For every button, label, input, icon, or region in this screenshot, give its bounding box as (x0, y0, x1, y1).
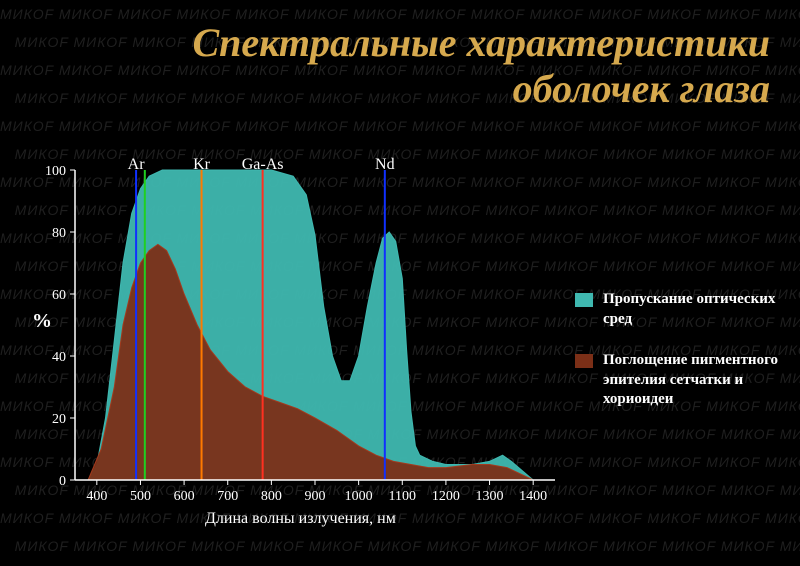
laser-line-label: Nd (375, 156, 395, 174)
svg-text:500: 500 (130, 489, 151, 504)
svg-text:400: 400 (86, 489, 107, 504)
legend-label: Пропускание оптических сред (603, 290, 795, 329)
legend-swatch (575, 293, 593, 307)
laser-line-label: Ga-As (242, 156, 284, 174)
svg-text:1200: 1200 (432, 489, 460, 504)
x-axis-label: Длина волны излучения, нм (205, 510, 396, 528)
svg-text:60: 60 (52, 288, 66, 303)
laser-line-label: Kr (193, 156, 210, 174)
legend-label: Поглощение пигментного эпителия сетчатки… (603, 351, 795, 410)
y-axis-label: % (32, 310, 52, 333)
title-line-1: Спектральные характеристики (193, 20, 771, 66)
svg-text:700: 700 (217, 489, 238, 504)
svg-text:80: 80 (52, 226, 66, 241)
legend-item-absorption: Поглощение пигментного эпителия сетчатки… (575, 351, 795, 410)
svg-text:1000: 1000 (345, 489, 373, 504)
svg-text:20: 20 (52, 412, 66, 427)
laser-line-label: Ar (128, 156, 145, 174)
svg-text:0: 0 (59, 474, 66, 489)
svg-text:1100: 1100 (389, 489, 416, 504)
svg-text:900: 900 (305, 489, 326, 504)
svg-text:1400: 1400 (519, 489, 547, 504)
svg-text:40: 40 (52, 350, 66, 365)
svg-text:100: 100 (45, 164, 66, 179)
chart-title: Спектральные характеристики оболочек гла… (193, 20, 771, 112)
title-line-2: оболочек глаза (193, 66, 771, 112)
chart-legend: Пропускание оптических сред Поглощение п… (575, 290, 795, 432)
svg-text:600: 600 (174, 489, 195, 504)
page: МИКОF МИКОF МИКОF МИКОF МИКОF МИКОF МИКО… (0, 0, 800, 566)
chart-area: 0 20 40 60 80 100 400 500 600 700 800 900 1000 1100 12… (0, 160, 800, 560)
svg-text:1300: 1300 (476, 489, 504, 504)
svg-text:800: 800 (261, 489, 282, 504)
legend-item-transmission: Пропускание оптических сред (575, 290, 795, 329)
legend-swatch (575, 354, 593, 368)
